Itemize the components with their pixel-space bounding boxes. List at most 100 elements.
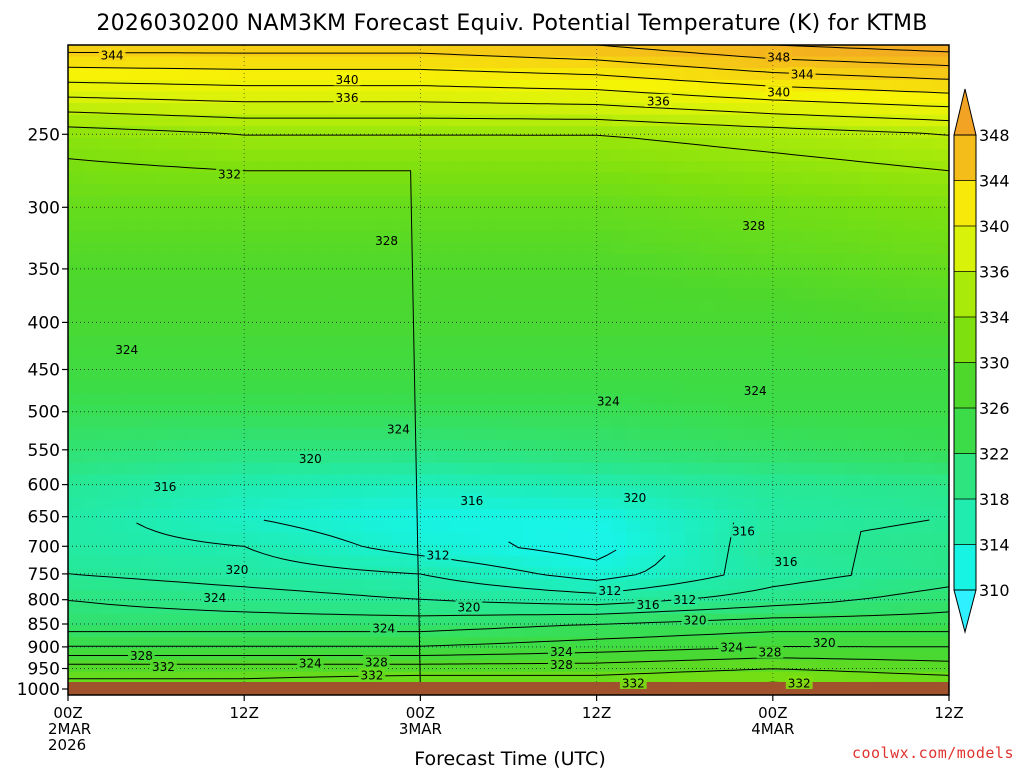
heatmap-cell: [743, 346, 759, 359]
heatmap-cell: [391, 68, 407, 81]
heatmap-cell: [97, 660, 113, 673]
heatmap-cell: [831, 114, 847, 127]
heatmap-cell: [156, 590, 172, 603]
heatmap-cell: [112, 219, 128, 232]
heatmap-cell: [200, 520, 216, 534]
heatmap-cell: [831, 126, 847, 139]
heatmap-cell: [361, 462, 377, 476]
heatmap-cell: [699, 660, 715, 673]
heatmap-cell: [758, 660, 774, 673]
heatmap-cell: [317, 520, 333, 534]
heatmap-cell: [567, 578, 583, 592]
heatmap-cell: [112, 149, 128, 162]
heatmap-cell: [493, 567, 510, 580]
heatmap-cell: [625, 288, 642, 301]
heatmap-cell: [758, 590, 774, 603]
heatmap-cell: [860, 636, 877, 650]
heatmap-cell: [126, 114, 143, 127]
heatmap-cell: [420, 578, 436, 592]
heatmap-cell: [68, 567, 84, 580]
heatmap-cell: [141, 335, 157, 348]
heatmap-cell: [200, 370, 216, 383]
heatmap-cell: [904, 335, 921, 348]
heatmap-cell: [670, 404, 686, 418]
heatmap-cell: [758, 207, 774, 220]
heatmap-cell: [141, 79, 157, 93]
heatmap-cell: [596, 370, 612, 383]
heatmap-cell: [772, 323, 789, 336]
heatmap-cell: [200, 137, 216, 151]
heatmap-cell: [523, 91, 539, 104]
heatmap-cell: [346, 590, 363, 603]
heatmap-cell: [97, 370, 113, 383]
heatmap-cell: [185, 207, 201, 220]
heatmap-cell: [523, 311, 539, 325]
heatmap-cell: [904, 636, 921, 650]
heatmap-cell: [317, 311, 333, 325]
heatmap-cell: [244, 126, 260, 139]
heatmap-cell: [244, 370, 260, 383]
heatmap-cell: [68, 544, 84, 557]
heatmap-cell: [435, 370, 451, 383]
heatmap-cell: [332, 486, 348, 499]
contour-label-text: 344: [101, 48, 124, 62]
heatmap-cell: [567, 439, 583, 452]
heatmap-cell: [97, 428, 113, 441]
heatmap-cell: [288, 126, 304, 139]
heatmap-cell: [214, 393, 231, 406]
heatmap-cell: [846, 91, 862, 104]
heatmap-cell: [97, 277, 113, 290]
heatmap-cell: [200, 660, 216, 673]
heatmap-cell: [391, 509, 407, 522]
heatmap-cell: [537, 358, 554, 371]
heatmap-cell: [479, 184, 495, 197]
heatmap-cell: [802, 137, 818, 151]
heatmap-cell: [890, 335, 906, 348]
heatmap-cell: [244, 103, 260, 116]
heatmap-cell: [625, 625, 642, 638]
heatmap-cell: [288, 311, 304, 325]
heatmap-cell: [552, 358, 568, 371]
heatmap-cell: [391, 288, 407, 301]
heatmap-cell: [714, 242, 730, 255]
heatmap-cell: [655, 346, 671, 359]
heatmap-cell: [112, 590, 128, 603]
heatmap-cell: [273, 172, 289, 185]
heatmap-cell: [82, 103, 98, 116]
heatmap-cell: [361, 68, 377, 81]
heatmap-cell: [831, 474, 847, 487]
heatmap-cell: [449, 393, 466, 406]
heatmap-cell: [273, 439, 289, 452]
heatmap-cell: [860, 265, 877, 278]
heatmap-cell: [611, 126, 627, 139]
heatmap-cell: [420, 242, 436, 255]
heatmap-cell: [743, 358, 759, 371]
heatmap-cell: [141, 532, 157, 545]
heatmap-cell: [317, 497, 333, 510]
heatmap-cell: [346, 358, 363, 371]
heatmap-cell: [214, 300, 231, 313]
heatmap-cell: [699, 648, 715, 661]
heatmap-cell: [68, 462, 84, 476]
heatmap-cell: [699, 532, 715, 545]
heatmap-cell: [670, 300, 686, 313]
heatmap-cell: [816, 555, 833, 568]
heatmap-cell: [346, 544, 363, 557]
heatmap-cell: [141, 416, 157, 429]
heatmap-cell: [346, 671, 363, 684]
heatmap-cell: [670, 219, 686, 232]
heatmap-cell: [581, 346, 598, 359]
heatmap-cell: [214, 288, 231, 301]
heatmap-cell: [743, 370, 759, 383]
heatmap-cell: [332, 613, 348, 626]
heatmap-cell: [156, 114, 172, 127]
credit-link[interactable]: coolwx.com/models: [851, 744, 1014, 762]
heatmap-cell: [860, 416, 877, 429]
heatmap-cell: [714, 358, 730, 371]
heatmap-cell: [846, 416, 862, 429]
heatmap-cell: [273, 126, 289, 139]
heatmap-cell: [904, 91, 921, 104]
heatmap-cell: [170, 381, 187, 394]
heatmap-cell: [904, 555, 921, 568]
heatmap-cell: [141, 358, 157, 371]
